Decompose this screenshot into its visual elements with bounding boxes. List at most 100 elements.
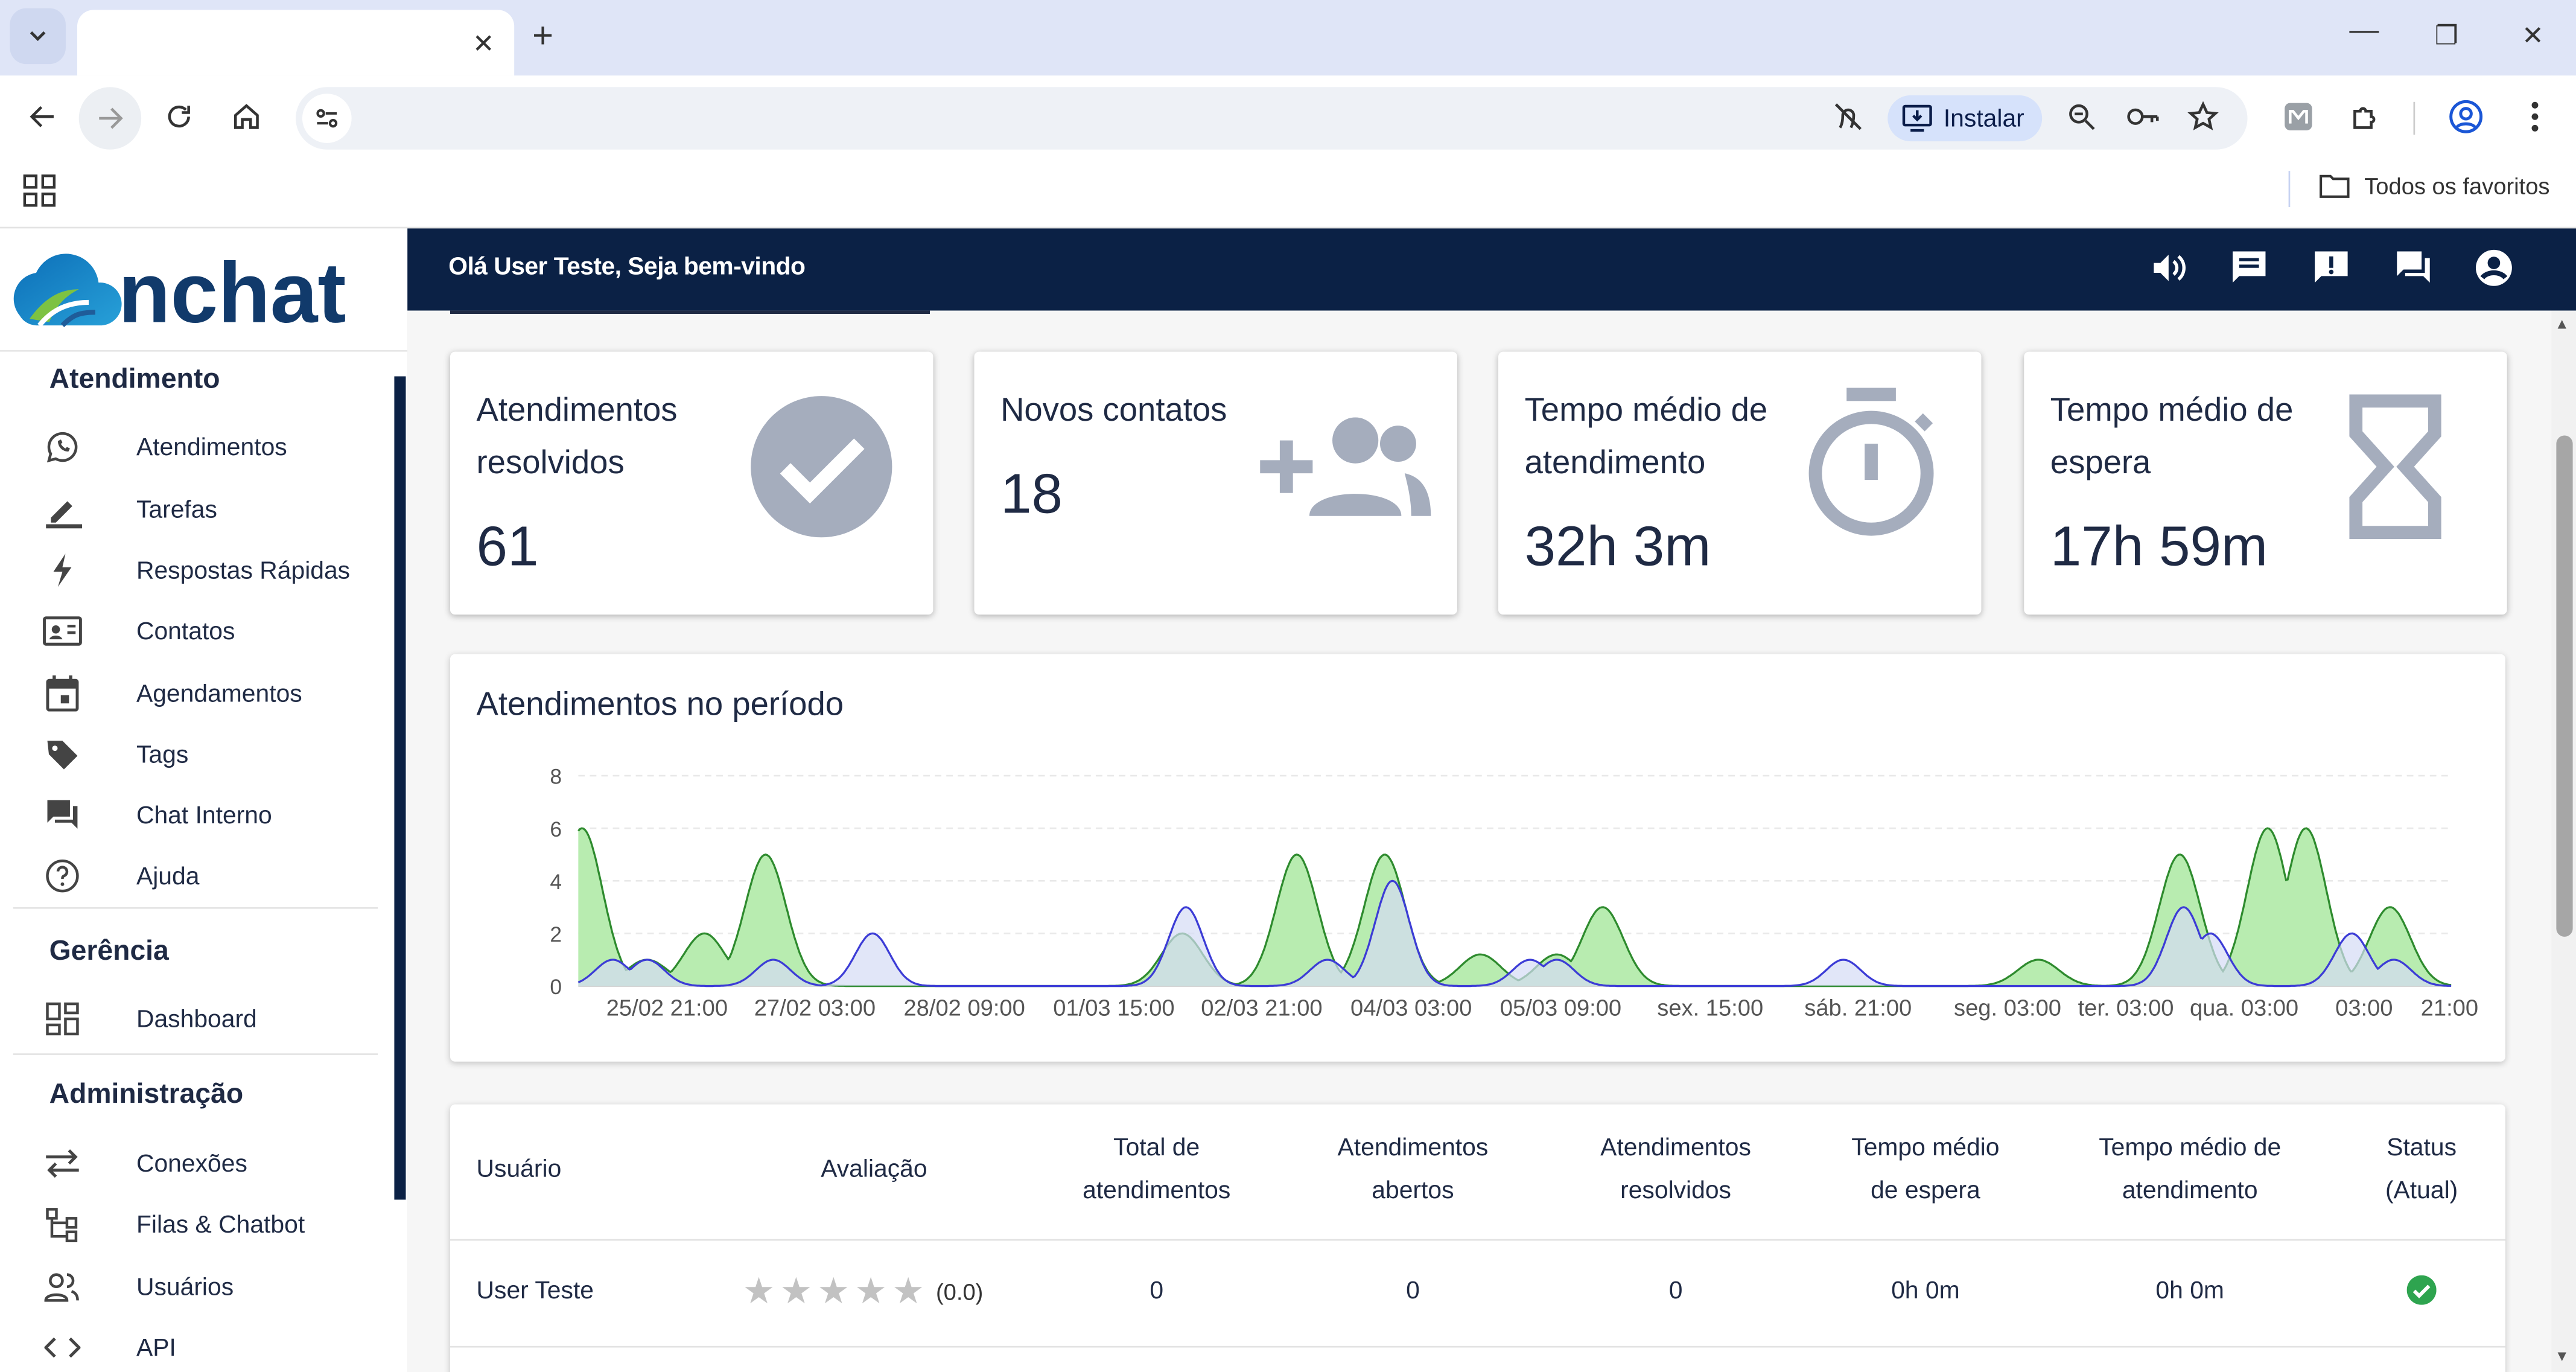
site-info-icon[interactable] [302, 94, 352, 143]
card-tempo-medio-espera: Tempo médio de espera 17h 59m [2024, 351, 2507, 615]
sidebar-item-label: Ajuda [136, 862, 200, 890]
sidebar-divider [0, 349, 408, 352]
scroll-up-icon[interactable]: ▲ [2554, 315, 2569, 332]
sidebar-item-label: Chat Interno [136, 801, 272, 829]
card-novos-contatos: Novos contatos 18 [974, 351, 1457, 615]
th-tempo-medio-espera: Tempo médio de espera [1851, 1134, 2000, 1205]
x-tick-label: 03:00 [2335, 996, 2393, 1021]
toolbar-divider [2413, 101, 2415, 135]
series-area [578, 881, 2452, 986]
sidebar-item-atendimentos[interactable]: Atendimentos [36, 421, 389, 473]
table-header-divider [450, 1239, 2505, 1241]
th-total-atendimentos: Total de atendimentos [1083, 1134, 1231, 1205]
x-tick-label: qua. 03:00 [2190, 996, 2298, 1021]
sidebar-item-agendamentos[interactable]: Agendamentos [36, 667, 389, 720]
minimize-icon[interactable]: — [2349, 13, 2379, 46]
zoom-icon[interactable] [2060, 95, 2103, 138]
th-avaliacao: Avaliação [821, 1155, 927, 1184]
browser-tab[interactable]: ✕ [77, 10, 515, 76]
x-tick-label: 27/02 03:00 [754, 996, 876, 1021]
card-title: Novos contatos [1000, 392, 1227, 429]
sidebar-item-tarefas[interactable]: Tarefas [36, 483, 389, 535]
close-tab-icon[interactable]: ✕ [472, 31, 495, 60]
tag-icon [36, 728, 89, 780]
users-table: Usuário Avaliação Total de atendimentos A… [450, 1104, 2505, 1372]
help-icon [36, 850, 89, 902]
x-tick-label: 05/03 09:00 [1500, 996, 1621, 1021]
sidebar-scrollbar[interactable] [394, 376, 406, 1200]
install-icon [1902, 104, 1932, 132]
star-icon: ★ [817, 1270, 850, 1312]
restore-icon[interactable]: ❐ [2434, 23, 2458, 51]
sidebar-item-label: Atendimentos [136, 433, 287, 461]
sidebar-item-dashboard[interactable]: Dashboard [36, 992, 389, 1045]
star-icon: ★ [892, 1270, 924, 1312]
tab-search-button[interactable] [10, 8, 66, 65]
status-online-icon [2406, 1275, 2437, 1305]
reload-icon[interactable] [157, 95, 200, 138]
forum-icon[interactable] [2394, 248, 2437, 291]
extension-m-icon[interactable] [2277, 95, 2320, 138]
page-scrollbar-thumb[interactable] [2556, 435, 2573, 937]
y-tick-label: 4 [550, 870, 562, 894]
star-icon: ★ [854, 1270, 888, 1312]
home-icon[interactable] [225, 95, 268, 138]
card-atendimentos-resolvidos: Atendimentos resolvidos 61 [450, 351, 933, 615]
check-circle-icon [751, 396, 892, 538]
card-title: Tempo médio de atendimento [1524, 392, 1768, 482]
chevron-down-icon [30, 31, 46, 42]
y-tick-label: 6 [550, 818, 562, 841]
sidebar-item-label: Tags [136, 740, 189, 768]
apps-grid-icon[interactable] [23, 174, 56, 215]
sidebar-divider [13, 907, 378, 909]
bookmarks-bar [0, 158, 2576, 229]
account-circle-icon[interactable] [2474, 248, 2517, 291]
dashboard-icon [36, 992, 89, 1045]
forward-icon[interactable] [78, 87, 142, 150]
sidebar-item-respostas-rapidas[interactable]: Respostas Rápidas [36, 544, 389, 596]
sidebar-item-label: Conexões [136, 1149, 247, 1178]
sidebar-item-api[interactable]: API [36, 1321, 389, 1372]
x-tick-label: seg. 03:00 [1954, 996, 2061, 1021]
card-value: 32h 3m [1524, 515, 1711, 579]
y-tick-label: 8 [550, 765, 562, 789]
close-window-icon[interactable]: ✕ [2522, 23, 2544, 51]
password-key-icon[interactable] [2121, 95, 2164, 138]
sidebar-item-tags[interactable]: Tags [36, 728, 389, 780]
sidebar-item-contatos[interactable]: Contatos [36, 605, 389, 657]
th-atendimentos-resolvidos: Atendimentos resolvidos [1600, 1134, 1751, 1205]
scroll-down-icon[interactable]: ▼ [2554, 1347, 2569, 1364]
extensions-puzzle-icon[interactable] [2344, 95, 2387, 138]
bookmark-star-icon[interactable] [2182, 95, 2225, 138]
cell-resolved: 0 [1668, 1277, 1683, 1305]
cell-service: 0h 0m [2155, 1277, 2224, 1305]
sidebar-item-conexoes[interactable]: Conexões [36, 1137, 389, 1190]
profile-icon[interactable] [2444, 95, 2487, 138]
sidebar-item-usuarios[interactable]: Usuários [36, 1260, 389, 1313]
card-title: Atendimentos resolvidos [476, 392, 678, 482]
menu-kebab-icon[interactable] [2514, 95, 2557, 138]
back-icon[interactable] [21, 95, 64, 138]
volume-icon[interactable] [2149, 248, 2192, 291]
sidebar-item-ajuda[interactable]: Ajuda [36, 850, 389, 902]
group-add-icon [1260, 417, 1431, 516]
x-tick-label: sáb. 21:00 [1804, 996, 1912, 1021]
rating-text: (0.0) [935, 1278, 984, 1305]
section-gerencia: Gerência [49, 935, 169, 966]
x-tick-label: 01/03 15:00 [1053, 996, 1174, 1021]
announcement-icon[interactable] [2312, 248, 2355, 291]
tracking-off-icon[interactable] [1827, 95, 1870, 138]
scrolled-content-edge [450, 310, 930, 314]
install-app-button[interactable]: Instalar [1887, 95, 2043, 142]
sidebar-item-filas-chatbot[interactable]: Filas & Chatbot [36, 1198, 389, 1251]
rating-stars: ★ ★ ★ ★ ★ (0.0) [743, 1271, 1022, 1313]
new-tab-button[interactable]: + [532, 14, 554, 56]
th-status-atual: Status (Atual) [2385, 1134, 2458, 1205]
chat-message-icon[interactable] [2230, 248, 2272, 291]
sidebar-item-chat-interno[interactable]: Chat Interno [36, 789, 389, 841]
section-atendimento: Atendimento [49, 363, 220, 395]
attendance-area-chart: 0 2 4 6 8 25/02 21:00 27/02 03:00 28/02 09:00 01… [550, 765, 2478, 1021]
all-bookmarks-button[interactable]: Todos os favoritos [2318, 171, 2549, 200]
x-tick-label: 25/02 21:00 [606, 996, 728, 1021]
card-value: 61 [476, 515, 539, 579]
